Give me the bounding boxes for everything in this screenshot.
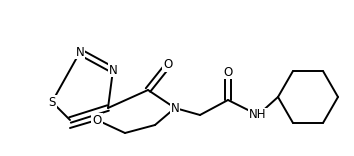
Text: N: N (171, 102, 179, 115)
Text: S: S (48, 95, 56, 109)
Text: N: N (76, 46, 84, 58)
Text: O: O (223, 66, 233, 78)
Text: O: O (164, 58, 173, 71)
Text: N: N (109, 63, 118, 76)
Text: O: O (92, 114, 102, 127)
Text: NH: NH (249, 109, 267, 122)
